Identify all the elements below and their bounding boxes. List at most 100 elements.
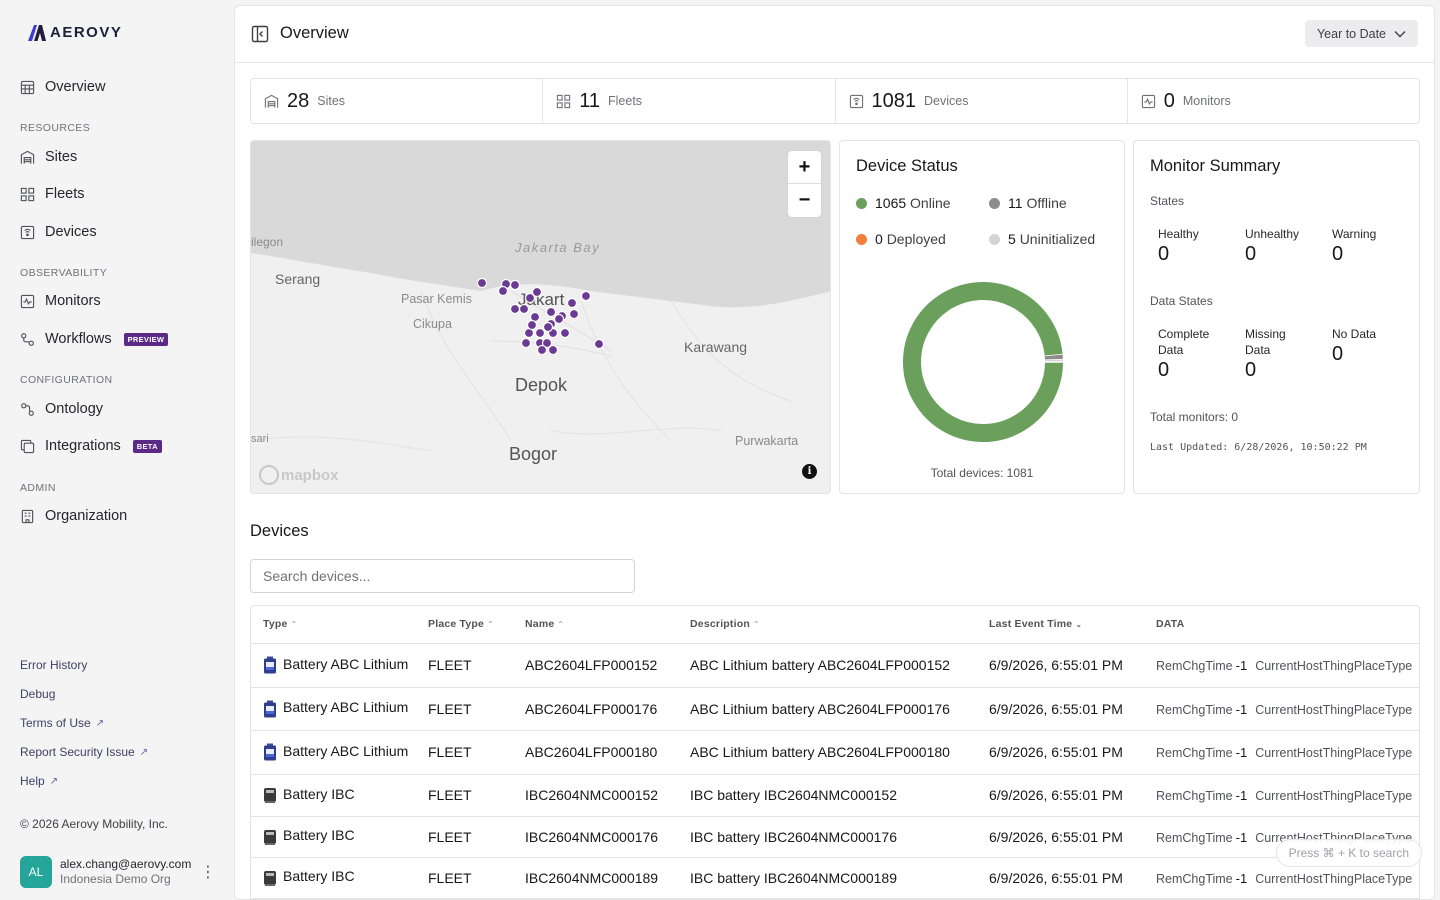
- sidebar-item-label: Devices: [45, 224, 97, 240]
- missing-data-stat: Missing Data 0: [1245, 326, 1286, 382]
- sidebar-item-label: Ontology: [45, 401, 104, 417]
- table-row[interactable]: Battery ABC Lithium FLEET ABC2604LFP000180…: [251, 730, 1419, 775]
- site-marker[interactable]: [497, 285, 509, 297]
- date-range-select[interactable]: Year to Date: [1304, 20, 1418, 47]
- type-label: Battery ABC Lithium: [283, 655, 409, 672]
- site-marker[interactable]: [545, 306, 557, 318]
- zoom-in-button[interactable]: +: [788, 151, 821, 184]
- brand-logo[interactable]: AEROVY: [28, 24, 122, 41]
- data-key: CurrentHostThingPlaceType: [1255, 659, 1413, 673]
- zoom-out-button[interactable]: −: [798, 189, 811, 211]
- table-row[interactable]: Battery IBC FLEET IBC2604NMC000176 IBC batt…: [251, 816, 1419, 858]
- stat-label: Fleets: [608, 94, 643, 108]
- report-security-link[interactable]: Report Security Issue ↗: [20, 745, 148, 759]
- devices-table: Type ⌃ Place Type ⌃ Name ⌃ Description ⌃ Las…: [250, 605, 1420, 899]
- table-row[interactable]: Battery ABC Lithium FLEET ABC2604LFP000176…: [251, 687, 1419, 731]
- mapbox-logo[interactable]: mapbox: [259, 465, 339, 485]
- command-search-hint[interactable]: Press ⌘ + K to search: [1275, 839, 1422, 867]
- search-devices-input[interactable]: [250, 559, 635, 593]
- sites-map[interactable]: ilegon Serang Jakarta Bay Pasar Kemis Ja…: [250, 140, 831, 494]
- table-row[interactable]: Battery IBC FLEET IBC2604NMC000189 IBC batt…: [251, 857, 1419, 899]
- column-label: Description: [690, 618, 750, 631]
- cell-name: IBC2604NMC000176: [513, 816, 678, 858]
- map-place-label: Cikupa: [413, 317, 452, 331]
- site-marker[interactable]: [509, 303, 521, 315]
- cell-type: Battery IBC: [251, 816, 416, 858]
- device-status-card: Device Status 1065 Online 11 Offline 0 D…: [839, 140, 1125, 494]
- site-marker[interactable]: [534, 327, 546, 339]
- user-menu[interactable]: AL alex.chang@aerovy.com Indonesia Demo …: [20, 856, 216, 888]
- stat-monitors[interactable]: 0 Monitors: [1128, 79, 1419, 123]
- cell-place-type: FLEET: [416, 774, 513, 817]
- column-description[interactable]: Description ⌃: [678, 606, 977, 644]
- stat-fleets[interactable]: 11 Fleets: [543, 79, 836, 123]
- sidebar-item-organization[interactable]: Organization: [20, 508, 127, 524]
- site-marker[interactable]: [526, 319, 538, 331]
- site-marker[interactable]: [531, 286, 543, 298]
- site-marker[interactable]: [520, 337, 532, 349]
- map-place-label: ilegon: [251, 235, 284, 249]
- sidebar-toggle-icon[interactable]: [251, 25, 269, 43]
- column-type[interactable]: Type ⌃: [251, 606, 416, 644]
- sidebar-item-overview[interactable]: Overview: [20, 79, 105, 95]
- site-marker[interactable]: [553, 313, 565, 325]
- stat-sites[interactable]: 28 Sites: [251, 79, 544, 123]
- site-marker[interactable]: [580, 290, 592, 302]
- site-marker[interactable]: [593, 338, 605, 350]
- kebab-menu-icon[interactable]: ⋮: [200, 864, 216, 881]
- data-key: CurrentHostThingPlaceType: [1255, 871, 1413, 886]
- total-monitors: Total monitors: 0: [1150, 410, 1239, 424]
- site-marker[interactable]: [547, 344, 559, 356]
- stat-value: 0: [1332, 243, 1344, 265]
- sidebar: AEROVY Overview RESOURCES Sites Fleets D…: [0, 0, 233, 900]
- device-icon: [20, 225, 35, 240]
- stat-label: Warning: [1332, 227, 1377, 241]
- site-marker[interactable]: [524, 292, 536, 304]
- online-label: Online: [910, 195, 951, 211]
- sidebar-item-devices[interactable]: Devices: [20, 224, 97, 240]
- sidebar-item-monitors[interactable]: Monitors: [20, 293, 101, 309]
- debug-link[interactable]: Debug: [20, 687, 55, 701]
- stat-devices[interactable]: 1081 Devices: [836, 79, 1128, 123]
- column-last-event-time[interactable]: Last Event Time ⌄: [977, 606, 1144, 644]
- site-marker[interactable]: [518, 303, 530, 315]
- sidebar-item-fleets[interactable]: Fleets: [20, 186, 85, 202]
- building-icon: [20, 509, 35, 524]
- site-marker[interactable]: [541, 337, 553, 349]
- info-icon[interactable]: i: [802, 464, 817, 479]
- error-history-link[interactable]: Error History: [20, 658, 87, 672]
- sidebar-item-integrations[interactable]: Integrations BETA: [20, 438, 162, 454]
- site-marker[interactable]: [536, 344, 548, 356]
- stat-label: Devices: [924, 94, 969, 108]
- site-marker[interactable]: [568, 308, 580, 320]
- donut-segment[interactable]: [903, 282, 1063, 442]
- sidebar-item-workflows[interactable]: Workflows PREVIEW: [20, 331, 169, 347]
- terms-label: Terms of Use: [20, 716, 91, 730]
- status-dot: [989, 197, 1000, 209]
- user-org: Indonesia Demo Org: [60, 872, 171, 886]
- sort-icon: ⌃: [290, 620, 298, 630]
- external-link-icon: ↗: [95, 717, 105, 729]
- map-place-label: Pasar Kemis: [401, 292, 472, 306]
- aerovy-logo-icon: [28, 24, 46, 41]
- help-link[interactable]: Help ↗: [20, 774, 58, 788]
- sidebar-item-sites[interactable]: Sites: [20, 149, 77, 165]
- site-marker[interactable]: [559, 327, 571, 339]
- sidebar-item-label: Integrations: [45, 438, 121, 454]
- terms-link[interactable]: Terms of Use ↗: [20, 716, 104, 730]
- sort-icon: ⌃: [752, 620, 760, 630]
- site-marker[interactable]: [476, 277, 488, 289]
- table-row[interactable]: Battery ABC Lithium FLEET ABC2604LFP000152…: [251, 643, 1419, 688]
- sidebar-item-ontology[interactable]: Ontology: [20, 401, 103, 417]
- battery-ibc-icon: [264, 829, 276, 845]
- column-name[interactable]: Name ⌃: [513, 606, 678, 644]
- site-marker[interactable]: [509, 279, 521, 291]
- sidebar-item-label: Organization: [45, 508, 128, 524]
- column-place-type[interactable]: Place Type ⌃: [416, 606, 513, 644]
- cell-name: ABC2604LFP000152: [513, 643, 678, 688]
- site-marker[interactable]: [566, 297, 578, 309]
- table-row[interactable]: Battery IBC FLEET IBC2604NMC000152 IBC batt…: [251, 774, 1419, 817]
- site-marker[interactable]: [542, 321, 554, 333]
- legend-deployed: 0 Deployed: [856, 231, 946, 247]
- cell-place-type: FLEET: [416, 816, 513, 858]
